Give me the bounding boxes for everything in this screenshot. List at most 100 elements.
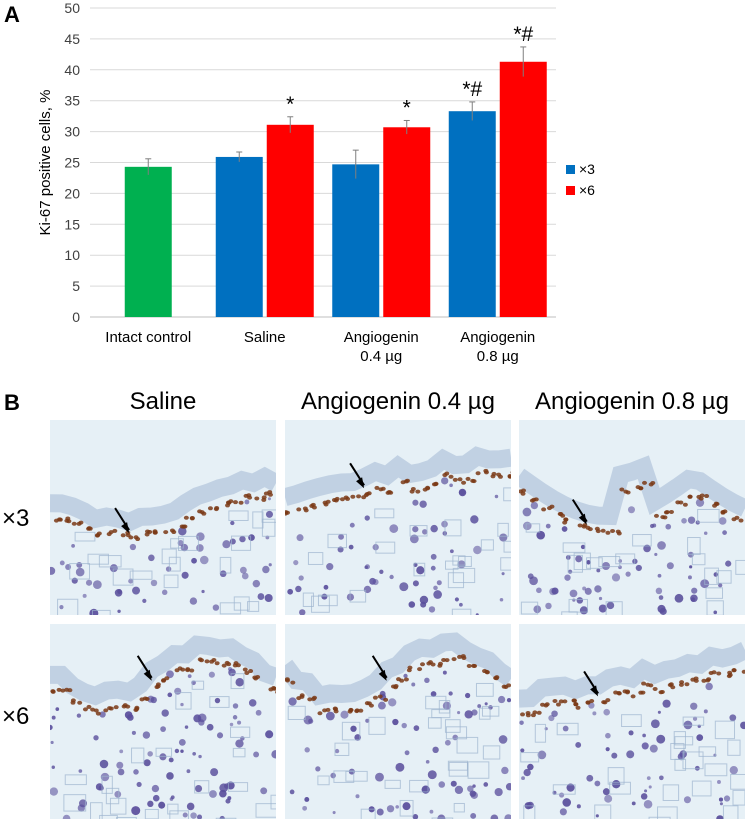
nucleus	[214, 697, 221, 704]
cell-outline	[497, 522, 509, 537]
ki67-positive-nucleus	[687, 494, 693, 499]
ki67-positive-nucleus	[587, 527, 593, 532]
ki67-positive-nucleus	[693, 676, 699, 681]
nucleus	[718, 583, 723, 588]
nucleus	[723, 795, 731, 802]
ki67-positive-nucleus	[650, 480, 656, 485]
ki67-positive-nucleus	[60, 688, 66, 693]
nucleus	[265, 730, 274, 739]
cell-outline	[615, 553, 636, 565]
cell-outline	[674, 736, 694, 746]
nucleus	[501, 572, 505, 576]
nucleus	[412, 499, 419, 506]
nucleus	[551, 587, 559, 595]
nucleus	[180, 543, 189, 552]
row-label-x6: ×6	[2, 703, 30, 730]
nucleus	[718, 797, 724, 802]
ki67-positive-nucleus	[252, 675, 258, 680]
ki67-positive-nucleus	[120, 533, 126, 538]
epidermis-layer	[50, 466, 276, 532]
nucleus	[545, 602, 552, 610]
cell-outline	[233, 596, 250, 611]
nucleus	[128, 578, 134, 584]
nucleus	[142, 598, 147, 603]
nucleus	[457, 711, 461, 715]
nucleus	[441, 477, 449, 485]
y-tick-label: 45	[64, 31, 80, 47]
cell-outline	[467, 761, 490, 779]
nucleus	[713, 572, 719, 577]
nucleus	[222, 540, 231, 549]
ki67-positive-nucleus	[482, 669, 488, 674]
cell-outline	[632, 534, 652, 547]
bar	[448, 111, 496, 318]
nucleus	[427, 770, 437, 780]
nucleus	[696, 734, 704, 741]
cell-outline	[252, 511, 264, 529]
nucleus	[295, 585, 302, 593]
ki67-positive-nucleus	[494, 675, 500, 680]
nucleus	[190, 812, 197, 819]
cell-outline	[191, 680, 205, 690]
cell-outline	[69, 563, 90, 580]
ki67-positive-nucleus	[228, 499, 234, 504]
nucleus	[625, 571, 631, 577]
y-tick-label: 10	[64, 247, 80, 263]
micrograph-image	[285, 624, 511, 819]
nucleus	[594, 780, 601, 787]
nucleus	[248, 699, 257, 707]
cell-outline	[552, 784, 576, 795]
cell-outline	[270, 794, 276, 810]
nucleus	[594, 585, 602, 593]
nucleus	[178, 738, 186, 746]
ki67-positive-nucleus	[426, 661, 432, 666]
nucleus	[421, 785, 430, 794]
cell-outline	[112, 568, 134, 586]
nucleus	[505, 783, 511, 791]
nucleus	[472, 784, 476, 788]
nucleus	[124, 711, 133, 719]
nucleus	[50, 566, 56, 575]
nucleus	[657, 573, 662, 578]
cell-outline	[609, 781, 631, 795]
nucleus	[201, 589, 205, 594]
nucleus	[334, 748, 340, 754]
arrow-head-icon	[590, 685, 599, 697]
nucleus	[674, 593, 684, 603]
nucleus	[436, 580, 442, 586]
nucleus	[522, 507, 532, 517]
nucleus	[349, 522, 355, 528]
epidermis-layer	[519, 641, 745, 708]
nucleus	[529, 576, 538, 586]
ki67-positive-nucleus	[605, 530, 611, 535]
micrograph-image	[519, 624, 745, 819]
nucleus	[148, 554, 155, 562]
cell-outline	[63, 794, 87, 812]
ki67-positive-nucleus	[139, 697, 145, 702]
cell-outline	[431, 817, 454, 819]
nucleus	[257, 593, 265, 600]
cell-outline	[219, 602, 242, 615]
nucleus	[136, 781, 142, 788]
ki67-positive-nucleus	[470, 478, 476, 483]
cell-outline	[215, 817, 237, 819]
nucleus	[379, 569, 384, 574]
x-tick-label: 0.4 µg	[360, 348, 402, 365]
nucleus	[430, 565, 436, 571]
cell-outline	[219, 556, 232, 574]
nucleus	[641, 742, 649, 750]
y-tick-label: 25	[64, 155, 80, 171]
ki67-positive-nucleus	[415, 489, 421, 494]
cell-outline	[230, 673, 245, 690]
cell-outline	[674, 758, 687, 771]
nucleus	[692, 716, 698, 721]
nucleus	[433, 590, 442, 599]
ki67-positive-nucleus	[706, 677, 712, 682]
nucleus	[158, 801, 166, 809]
ki67-positive-nucleus	[444, 658, 450, 663]
legend-swatch	[566, 165, 575, 174]
cell-outline	[144, 808, 159, 819]
cell-outline	[503, 487, 511, 502]
ki67-positive-nucleus	[290, 680, 296, 685]
cell-outline	[444, 519, 462, 537]
